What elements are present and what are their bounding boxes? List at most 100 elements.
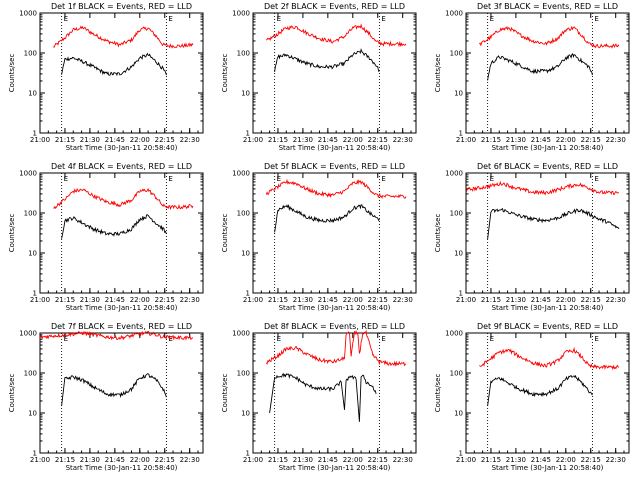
y-tick-label: 10	[454, 410, 463, 418]
marker-label: E	[490, 15, 494, 23]
chart-title: Det 1f BLACK = Events, RED = LLD	[51, 2, 192, 11]
marker-label: E	[594, 335, 598, 343]
chart-panel: Det 1f BLACK = Events, RED = LLD 1 10 100 10…	[0, 0, 213, 160]
x-tick-label: 21:30	[506, 296, 526, 304]
x-tick-label: 22:30	[180, 456, 200, 464]
marker-label: E	[594, 15, 598, 23]
x-tick-label: 21:15	[55, 296, 75, 304]
y-tick-label: 1	[459, 450, 463, 458]
chart-title: Det 6f BLACK = Events, RED = LLD	[477, 162, 618, 171]
x-tick-label: 21:00	[30, 456, 50, 464]
events-series-line	[274, 48, 380, 72]
x-tick-label: 22:30	[606, 456, 626, 464]
x-tick-label: 22:15	[581, 136, 601, 144]
lld-series-line	[39, 330, 194, 341]
y-tick-label: 1000	[232, 330, 250, 338]
marker-label: E	[277, 15, 281, 23]
chart-title: Det 7f BLACK = Events, RED = LLD	[51, 322, 192, 331]
x-tick-label: 21:00	[456, 296, 476, 304]
x-tick-label: 21:15	[268, 136, 288, 144]
plot-frame	[465, 12, 630, 134]
x-tick-label: 22:15	[368, 136, 388, 144]
chart-panel: Det 9f BLACK = Events, RED = LLD 1 10 100 10…	[426, 320, 639, 480]
x-tick-label: 21:15	[481, 136, 501, 144]
y-tick-label: 100	[24, 370, 37, 378]
y-tick-label: 1000	[19, 10, 37, 18]
y-tick-label: 1	[459, 130, 463, 138]
x-tick-label: 21:15	[268, 456, 288, 464]
x-tick-label: 22:15	[581, 456, 601, 464]
y-tick-label: 1000	[232, 170, 250, 178]
y-tick-label: 100	[450, 370, 463, 378]
x-tick-label: 21:15	[268, 296, 288, 304]
events-series-line	[487, 208, 620, 240]
chart-panel: Det 3f BLACK = Events, RED = LLD 1 10 100 10…	[426, 0, 639, 160]
events-series-line	[61, 52, 167, 77]
y-tick-label: 10	[241, 250, 250, 258]
x-tick-label: 21:15	[55, 136, 75, 144]
y-axis-label: Counts/sec	[221, 54, 229, 93]
y-axis-label: Counts/sec	[434, 214, 442, 253]
chart-svg: Det 9f BLACK = Events, RED = LLD 1 10 100 10…	[434, 322, 630, 472]
y-axis-label: Counts/sec	[8, 214, 16, 253]
x-tick-label: 21:00	[243, 456, 263, 464]
lld-series-line	[265, 329, 407, 367]
chart-panel: Det 7f BLACK = Events, RED = LLD 1 10 100 10…	[0, 320, 213, 480]
plot-frame	[465, 332, 630, 454]
marker-label: E	[168, 175, 172, 183]
x-tick-label: 21:00	[30, 136, 50, 144]
plot-frame	[252, 172, 417, 294]
y-tick-label: 1	[246, 130, 250, 138]
x-tick-label: 21:00	[243, 136, 263, 144]
x-tick-label: 22:00	[343, 136, 363, 144]
x-tick-label: 22:15	[368, 296, 388, 304]
lld-series-line	[265, 178, 407, 200]
y-tick-label: 10	[241, 90, 250, 98]
y-axis-label: Counts/sec	[221, 214, 229, 253]
marker-label: E	[168, 15, 172, 23]
y-tick-label: 1	[33, 130, 37, 138]
chart-panel: Det 8f BLACK = Events, RED = LLD 1 10 100 10…	[213, 320, 426, 480]
lld-series-line	[53, 187, 194, 211]
x-tick-label: 21:00	[456, 456, 476, 464]
y-tick-label: 10	[241, 410, 250, 418]
x-tick-label: 22:30	[180, 136, 200, 144]
y-tick-label: 100	[237, 50, 250, 58]
x-tick-label: 21:45	[105, 136, 125, 144]
x-tick-label: 22:00	[556, 296, 576, 304]
x-tick-label: 21:00	[456, 136, 476, 144]
y-tick-label: 10	[28, 90, 37, 98]
x-tick-label: 22:00	[556, 456, 576, 464]
y-tick-label: 1	[459, 290, 463, 298]
y-tick-label: 1	[246, 290, 250, 298]
y-tick-label: 10	[454, 250, 463, 258]
y-tick-label: 100	[450, 210, 463, 218]
y-tick-label: 10	[28, 410, 37, 418]
x-tick-label: 22:30	[393, 136, 413, 144]
x-tick-label: 22:00	[130, 456, 150, 464]
chart-svg: Det 5f BLACK = Events, RED = LLD 1 10 100 10…	[221, 162, 417, 312]
y-tick-label: 10	[28, 250, 37, 258]
y-tick-label: 100	[237, 210, 250, 218]
x-tick-label: 21:30	[80, 456, 100, 464]
x-tick-label: 21:15	[481, 456, 501, 464]
x-axis-label: Start Time (30-Jan-11 20:58:40)	[279, 304, 391, 312]
y-tick-label: 100	[237, 370, 250, 378]
chart-svg: Det 7f BLACK = Events, RED = LLD 1 10 100 10…	[8, 322, 204, 472]
marker-label: E	[594, 175, 598, 183]
events-series-line	[487, 52, 593, 81]
x-tick-label: 22:00	[130, 296, 150, 304]
marker-label: E	[64, 335, 68, 343]
x-tick-label: 22:15	[155, 136, 175, 144]
x-tick-label: 22:15	[368, 456, 388, 464]
x-tick-label: 21:45	[105, 456, 125, 464]
chart-svg: Det 8f BLACK = Events, RED = LLD 1 10 100 10…	[221, 322, 417, 472]
events-series-line	[269, 372, 377, 422]
x-tick-label: 21:45	[531, 296, 551, 304]
x-tick-label: 21:00	[243, 296, 263, 304]
chart-svg: Det 4f BLACK = Events, RED = LLD 1 10 100 10…	[8, 162, 204, 312]
y-tick-label: 1000	[19, 170, 37, 178]
chart-svg: Det 6f BLACK = Events, RED = LLD 1 10 100 10…	[434, 162, 630, 312]
chart-panel: Det 4f BLACK = Events, RED = LLD 1 10 100 10…	[0, 160, 213, 320]
